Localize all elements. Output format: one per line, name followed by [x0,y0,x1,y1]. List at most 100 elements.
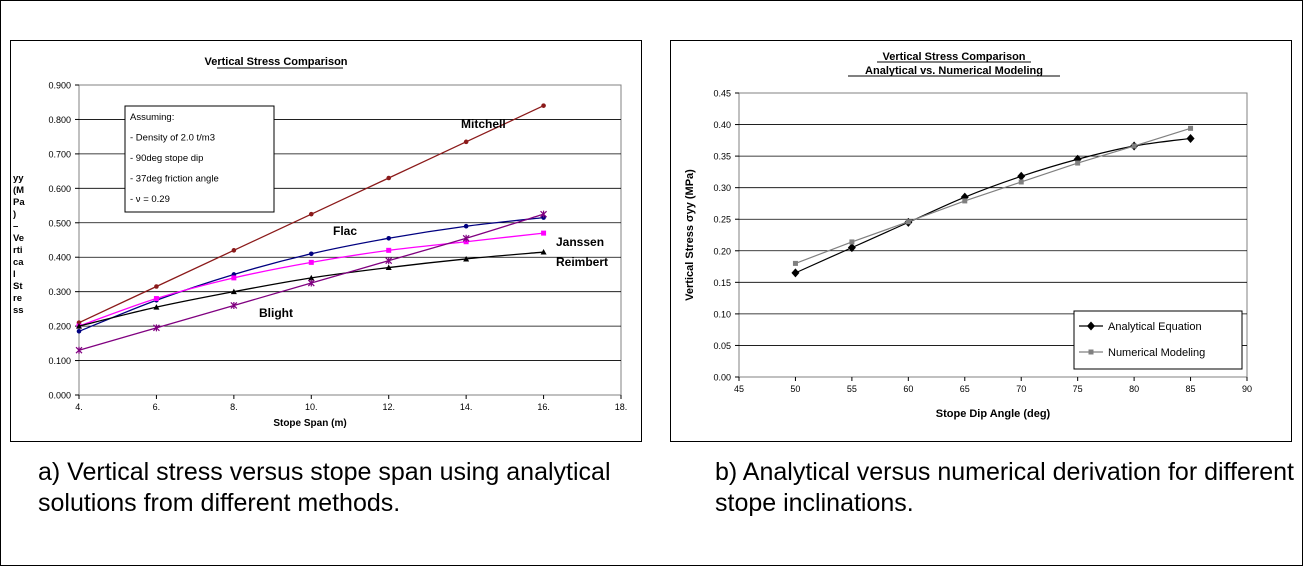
chart-a-point-mitchell [541,103,546,108]
chart-a-point-reimbert [153,304,160,310]
chart-b-legend-swatch-marker [1087,321,1095,331]
chart-a-y-axis-title-part: – [13,221,18,232]
chart-a-x-tick-label: 6. [153,402,161,412]
chart-b-point-0 [847,243,856,253]
chart-a-assumption-line: - 37deg friction angle [130,174,219,185]
chart-b-x-axis-title: Stope Dip Angle (deg) [936,408,1051,420]
chart-b-subtitle: Analytical vs. Numerical Modeling [865,65,1043,77]
chart-b-point-1 [849,239,855,245]
chart-b-svg: Vertical Stress Comparison Analytical vs.… [684,51,1252,420]
chart-a-assumption-line: Assuming: [130,112,174,123]
chart-a-assumption-line: - Density of 2.0 t/m3 [130,133,215,144]
chart-b-point-1 [792,260,798,266]
chart-a-series-label-flac: Flac [333,224,357,238]
chart-b-x-tick-label: 75 [1073,384,1083,394]
chart-a-series-mitchell [76,103,546,325]
chart-b-point-1 [1131,143,1137,149]
chart-b-y-tick-label: 0.30 [713,183,731,193]
chart-b-y-tick-label: 0.05 [713,341,731,351]
chart-b-point-0 [1186,133,1195,143]
chart-b-point-1 [962,198,968,204]
chart-b-x-tick-label: 60 [903,384,913,394]
chart-a-point-janssen [386,247,392,253]
chart-a-point-mitchell [386,175,392,181]
chart-a-point-reimbert [463,255,470,262]
chart-b-point-1 [1075,160,1081,166]
chart-b-y-tick-label: 0.00 [713,373,731,383]
chart-a-series-reimbert [76,249,547,329]
chart-b-x-tick-label: 70 [1016,384,1026,394]
chart-a-point-blight [540,210,547,218]
chart-a-panel: Vertical Stress Comparison 0.000 0.100 0.20… [10,40,642,442]
chart-a-series-label-janssen: Janssen [556,235,604,249]
chart-b-panel: Vertical Stress Comparison Analytical vs.… [670,40,1292,442]
chart-a-point-reimbert [230,288,237,295]
chart-a-point-blight [75,346,83,354]
chart-b-legend-label: Analytical Equation [1108,321,1202,333]
chart-b-x-tick-label: 55 [847,384,857,394]
chart-b-y-tick-label: 0.25 [713,215,731,225]
chart-a-point-reimbert [540,249,547,255]
chart-b-x-tick-label: 90 [1242,384,1252,394]
chart-a-y-axis-title-part: yy [13,173,24,184]
chart-a-point-blight [462,234,470,242]
chart-a-x-tick-label: 12. [382,402,395,412]
chart-a-x-tick-label: 14. [460,402,473,412]
chart-b-x-tick-label: 45 [734,384,744,394]
chart-a-point-mitchell [463,139,469,145]
chart-a-point-blight [385,257,393,265]
chart-a-assumption-line: - ν = 0.29 [130,194,170,205]
chart-a-y-tick-label: 0.400 [48,253,71,263]
chart-a-y-axis-title-part: ca [13,257,24,268]
chart-a-point-flac [463,223,469,229]
chart-a-point-flac [76,328,82,334]
chart-b-legend-label: Numerical Modeling [1108,347,1205,359]
chart-a-assumptions-box [124,105,275,213]
chart-a-x-tick-label: 8. [230,402,238,412]
chart-b-y-tick-label: 0.15 [713,278,731,288]
chart-b-y-tick-label: 0.10 [713,309,731,319]
chart-b-title: Vertical Stress Comparison [882,51,1025,63]
chart-a-y-tick-label: 0.600 [48,184,71,194]
chart-b-x-tick-label: 50 [790,384,800,394]
chart-b-x-tick-label: 80 [1129,384,1139,394]
chart-a-y-tick-label: 0.200 [48,322,71,332]
chart-a-y-tick-label: 0.100 [48,356,71,366]
chart-b-series-1 [792,125,1194,266]
chart-a-point-janssen [231,275,237,281]
chart-b-y-tick-label: 0.20 [713,246,731,256]
chart-a-y-axis-title-part: (M [13,185,24,196]
chart-a-point-blight [307,279,315,287]
chart-a-y-axis-title-part: rti [13,245,23,256]
chart-a-y-tick-label: 0.800 [48,115,71,125]
chart-b-y-tick-label: 0.40 [713,120,731,130]
chart-b-legend-box [1073,310,1243,370]
chart-a-assumption-line: - 90deg stope dip [130,153,203,164]
chart-b-point-0 [791,268,800,278]
chart-b-y-tick-label: 0.35 [713,152,731,162]
chart-a-y-tick-label: 0.900 [48,81,71,91]
chart-a-point-blight [153,324,160,332]
chart-a-x-tick-label: 18. [615,402,628,412]
chart-a-svg: Vertical Stress Comparison 0.000 0.100 0.20… [13,56,628,429]
chart-b-point-1 [1188,125,1194,131]
chart-b-point-1 [905,219,911,225]
chart-b-x-tick-label: 85 [1186,384,1196,394]
chart-b-line-1 [795,127,1191,264]
chart-a-y-axis-title-part: l [13,269,16,280]
chart-a-point-mitchell [154,284,159,289]
chart-a-x-tick-label: 4. [75,402,83,412]
caption-b: b) Analytical versus numerical derivatio… [715,458,1294,517]
chart-b-y-axis-title: Vertical Stress σyy (MPa) [684,169,696,301]
chart-b-point-1 [1018,179,1024,185]
chart-a-series-label-reimbert: Reimbert [556,255,608,269]
chart-a-point-janssen [153,296,159,302]
chart-a-y-tick-label: 0.500 [48,218,71,228]
chart-a-point-flac [308,251,314,257]
chart-a-x-tick-label: 16. [537,402,550,412]
chart-a-x-axis-title: Stope Span (m) [273,418,346,429]
chart-a-y-axis-title-part: Ve [13,233,24,244]
chart-a-point-reimbert [308,274,315,281]
chart-a-x-tick-label: 10. [305,402,318,412]
chart-a-title: Vertical Stress Comparison [204,56,347,68]
